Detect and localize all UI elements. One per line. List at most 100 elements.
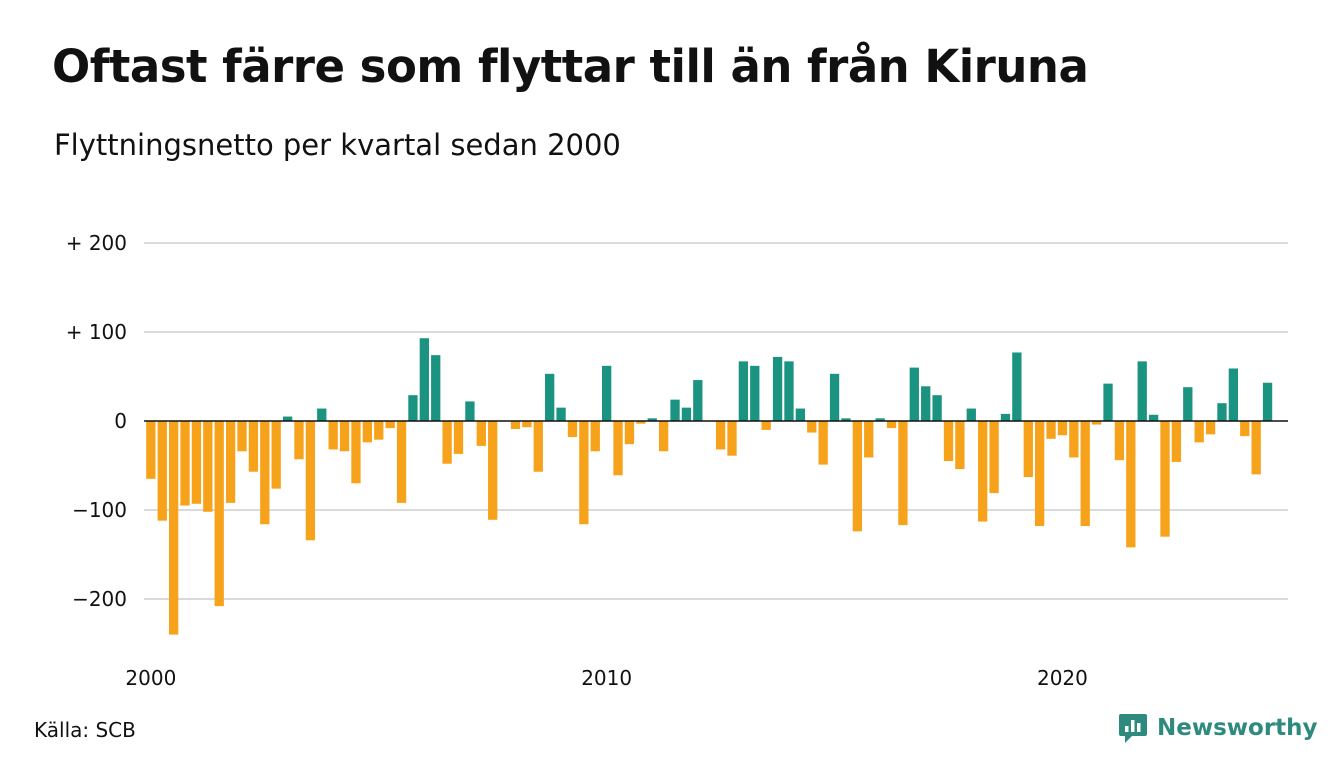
- bar: [1194, 421, 1204, 443]
- bar: [282, 416, 293, 421]
- bar: [1080, 421, 1090, 527]
- bar: [339, 421, 350, 452]
- bar: [1103, 383, 1113, 421]
- bar: [465, 401, 475, 421]
- x-tick-label: 2000: [125, 666, 176, 690]
- bar: [1171, 421, 1182, 462]
- bar: [157, 421, 167, 521]
- bar: [1262, 382, 1273, 421]
- bar: [818, 421, 828, 465]
- bar: [772, 356, 783, 421]
- bar: [453, 421, 464, 454]
- bar: [1091, 421, 1102, 425]
- bar: [886, 421, 897, 429]
- bar: [419, 338, 429, 421]
- bar: [294, 421, 304, 460]
- bar: [374, 421, 384, 440]
- bar: [317, 408, 327, 421]
- bar: [225, 421, 236, 503]
- bar: [271, 421, 281, 489]
- bar: [909, 367, 919, 421]
- chart-subtitle: Flyttningsnetto per kvartal sedan 2000: [54, 128, 621, 162]
- bar: [556, 407, 566, 421]
- bar-chart-speech-bubble-icon: [1119, 714, 1147, 743]
- bar: [1160, 421, 1170, 537]
- bar: [1046, 421, 1056, 439]
- bar: [191, 421, 202, 504]
- bar: [1240, 421, 1250, 437]
- y-tick-label: 0: [114, 409, 127, 433]
- y-tick-label: + 200: [66, 231, 127, 255]
- bar: [989, 421, 999, 494]
- brand-name: Newsworthy: [1157, 715, 1318, 741]
- bar: [761, 421, 771, 430]
- bar: [715, 421, 726, 450]
- bar: [1228, 368, 1239, 421]
- bar: [180, 421, 190, 506]
- bar: [488, 421, 498, 520]
- bar: [658, 421, 669, 452]
- bar: [966, 408, 976, 421]
- y-tick-label: −100: [72, 498, 127, 522]
- chart-title: Oftast färre som flyttar till än från Ki…: [52, 40, 1089, 93]
- bars: [146, 338, 1273, 635]
- bar: [431, 355, 441, 421]
- bar: [476, 421, 486, 446]
- bar: [1023, 421, 1033, 478]
- bar-chart: + 200 + 100 0 −100 −200 2000 2010 2020: [66, 231, 1288, 690]
- bar: [203, 421, 213, 512]
- bar: [647, 418, 657, 421]
- newsworthy-logo: Newsworthy: [1118, 712, 1318, 744]
- bar: [829, 373, 840, 421]
- bar: [602, 365, 612, 421]
- bar: [590, 421, 600, 452]
- bar: [396, 421, 407, 503]
- bar: [1137, 361, 1147, 421]
- bar: [624, 421, 635, 445]
- bar: [385, 421, 395, 429]
- bar: [727, 421, 737, 456]
- bar: [522, 421, 532, 428]
- x-axis-labels: 2000 2010 2020: [125, 666, 1088, 690]
- bar: [510, 421, 521, 430]
- bar: [1000, 413, 1011, 421]
- y-tick-label: + 100: [66, 320, 127, 344]
- bar: [328, 421, 338, 450]
- bar: [237, 421, 247, 452]
- bar: [362, 421, 372, 443]
- bar: [533, 421, 543, 472]
- bar: [168, 421, 179, 635]
- bar: [978, 421, 988, 522]
- bar: [807, 421, 817, 433]
- bar: [1069, 421, 1079, 458]
- bar: [613, 421, 623, 476]
- x-tick-label: 2020: [1037, 666, 1088, 690]
- bar: [864, 421, 874, 458]
- bar: [248, 421, 259, 472]
- bar: [146, 421, 156, 479]
- bar: [932, 395, 942, 421]
- y-tick-label: −200: [72, 587, 127, 611]
- bar: [875, 418, 885, 421]
- bar: [738, 361, 749, 421]
- bar: [260, 421, 270, 525]
- bar: [636, 421, 646, 424]
- bar: [442, 421, 452, 464]
- gridlines: [144, 242, 1288, 600]
- bar: [1205, 421, 1216, 435]
- bar: [784, 361, 794, 421]
- bar: [852, 421, 862, 532]
- bar: [1012, 352, 1022, 421]
- bar: [898, 421, 908, 526]
- bar: [545, 373, 555, 421]
- bar: [579, 421, 589, 525]
- bar: [1114, 421, 1125, 461]
- bar: [681, 407, 692, 421]
- bar: [921, 386, 931, 421]
- x-tick-label: 2010: [581, 666, 632, 690]
- bar: [1148, 414, 1159, 421]
- y-axis-labels: + 200 + 100 0 −100 −200: [66, 231, 127, 611]
- bar: [567, 421, 578, 438]
- bar: [1057, 421, 1068, 436]
- bar: [693, 380, 703, 421]
